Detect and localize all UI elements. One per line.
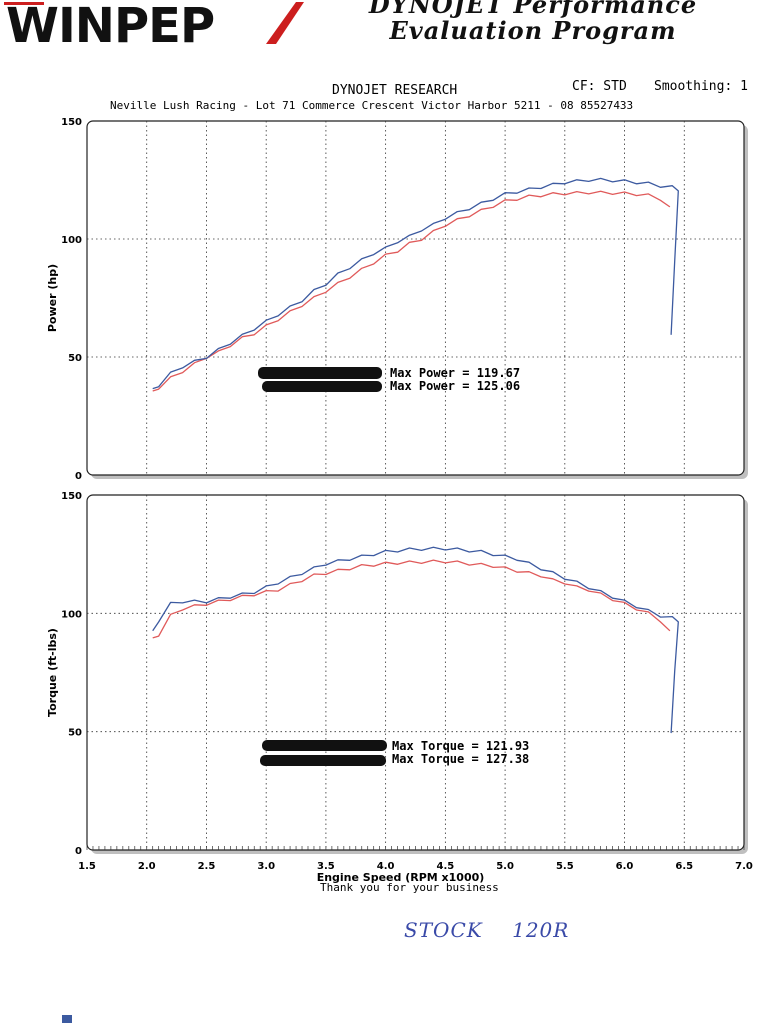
y-tick-label: 100 bbox=[61, 235, 82, 246]
bottom-marker-icon bbox=[62, 1015, 72, 1023]
x-tick-label: 6.0 bbox=[616, 861, 634, 872]
redaction-mark bbox=[262, 740, 387, 751]
correction-factor: CF: STD bbox=[572, 79, 627, 94]
winpep-logo-text: WINPEP bbox=[6, 0, 214, 46]
x-tick-label: 5.5 bbox=[556, 861, 574, 872]
y-axis-label: Power (hp) bbox=[46, 264, 59, 332]
y-tick-label: 100 bbox=[61, 609, 82, 620]
max-value-annotation: Max Power = 119.67 bbox=[390, 366, 520, 380]
shop-address: Neville Lush Racing - Lot 71 Commerce Cr… bbox=[110, 99, 634, 112]
logo-title-line1: DYNOJET Performance bbox=[368, 0, 698, 18]
y-tick-label: 50 bbox=[68, 728, 82, 739]
series-line-red-run bbox=[152, 190, 671, 392]
winpep-logo: WINPEP bbox=[4, 0, 304, 46]
red-swoosh-icon bbox=[266, 2, 304, 44]
y-tick-label: 150 bbox=[61, 491, 82, 502]
x-tick-label: 2.5 bbox=[198, 861, 216, 872]
y-tick-label: 150 bbox=[61, 117, 82, 128]
redaction-mark bbox=[258, 367, 382, 379]
max-value-annotation: Max Torque = 121.93 bbox=[392, 739, 529, 753]
max-value-annotation: Max Torque = 127.38 bbox=[392, 752, 529, 766]
x-tick-label: 2.0 bbox=[138, 861, 156, 872]
x-axis-label: Engine Speed (RPM x1000) bbox=[317, 871, 485, 884]
y-axis-label: Torque (ft-lbs) bbox=[46, 628, 59, 717]
handwritten-note: STOCK 120R bbox=[404, 918, 570, 942]
x-tick-label: 4.5 bbox=[437, 861, 455, 872]
company-name: DYNOJET RESEARCH bbox=[332, 83, 458, 98]
torque-chart: 0 50 100 150 1.5 2.0 2.5 3.0 3.5 4.0 4.5 5.0 5.5 6.0 6… bbox=[46, 491, 753, 884]
x-tick-label: 3.5 bbox=[317, 861, 335, 872]
y-tick-label: 0 bbox=[75, 471, 82, 482]
smoothing-label: Smoothing: 1 bbox=[654, 79, 748, 94]
redaction-mark bbox=[260, 755, 386, 766]
series-line-blue-run bbox=[152, 546, 679, 734]
x-tick-label: 4.0 bbox=[377, 861, 395, 872]
thank-you-note: Thank you for your business bbox=[320, 881, 499, 894]
power-chart: 0 50 100 150 Power (hp) Max Power = 119.67Max… bbox=[46, 117, 748, 482]
logo-title-line2: Evaluation Program bbox=[389, 16, 677, 45]
x-tick-label: 3.0 bbox=[257, 861, 275, 872]
redaction-mark bbox=[262, 381, 382, 392]
chart-frame bbox=[86, 120, 745, 476]
x-tick-label: 7.0 bbox=[735, 861, 753, 872]
x-tick-label: 1.5 bbox=[78, 861, 96, 872]
x-tick-label: 5.0 bbox=[496, 861, 514, 872]
y-tick-label: 50 bbox=[68, 353, 82, 364]
series-line-red-run bbox=[152, 559, 671, 639]
y-tick-label: 0 bbox=[75, 846, 82, 857]
max-value-annotation: Max Power = 125.06 bbox=[390, 379, 520, 393]
x-tick-label: 6.5 bbox=[675, 861, 693, 872]
series-line-blue-run bbox=[152, 177, 679, 390]
chart-frame bbox=[86, 494, 745, 851]
